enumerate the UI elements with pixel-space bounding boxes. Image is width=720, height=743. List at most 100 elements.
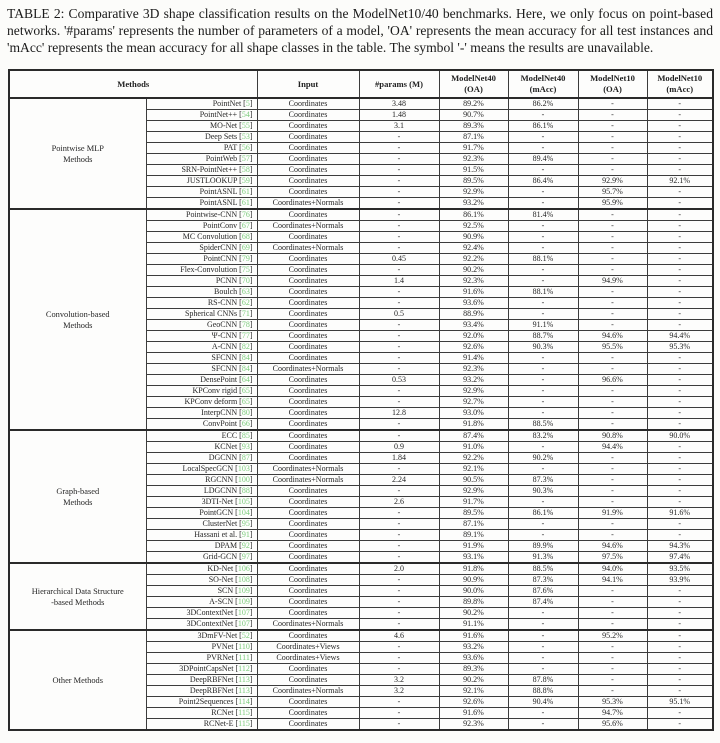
citation-ref[interactable]: 68 (241, 232, 250, 242)
method-name: Spherical CNNs [71] (145, 308, 258, 320)
citation-ref[interactable]: 109 (237, 586, 250, 596)
citation-ref[interactable]: 107 (237, 619, 250, 628)
citation-ref[interactable]: 61 (241, 187, 250, 197)
params-cell: - (358, 585, 440, 597)
citation-ref[interactable]: 5 (245, 99, 250, 108)
citation-ref[interactable]: 91 (241, 530, 250, 540)
citation-ref[interactable]: 114 (238, 697, 250, 707)
modelnet10-oa-cell: - (577, 352, 648, 364)
method-name: Boulch [63] (145, 286, 258, 298)
citation-ref[interactable]: 66 (241, 419, 250, 428)
citation-ref[interactable]: 77 (241, 331, 250, 341)
input-cell: Coordinates (256, 120, 360, 132)
input-cell: Coordinates (256, 529, 360, 541)
citation-ref[interactable]: 106 (237, 564, 250, 573)
params-cell: 0.53 (358, 374, 440, 386)
method-name: RGCNN [100] (145, 474, 258, 486)
modelnet10-macc-cell: - (646, 308, 714, 320)
table-row: JUSTLOOKUP [59] Coordinates -89.5% 86.4% 92.… (9, 175, 714, 187)
modelnet40-oa-cell: 90.2% (438, 607, 509, 619)
modelnet10-macc-cell: 92.1% (646, 175, 714, 187)
method-name: SRN-PointNet++ [58] (145, 164, 258, 176)
citation-ref[interactable]: 103 (237, 464, 250, 474)
citation-ref[interactable]: 97 (241, 552, 250, 561)
modelnet10-macc-cell: - (646, 319, 714, 331)
citation-ref[interactable]: 69 (241, 243, 250, 253)
modelnet10-macc-cell: - (646, 407, 714, 419)
params-cell: 1.4 (358, 275, 440, 287)
citation-ref[interactable]: 105 (237, 497, 250, 507)
modelnet40-oa-cell: 93.2% (438, 641, 509, 653)
citation-ref[interactable]: 52 (241, 631, 250, 640)
params-cell: - (358, 540, 440, 552)
modelnet10-macc-cell: - (646, 396, 714, 408)
modelnet10-oa-cell: - (577, 208, 648, 221)
citation-ref[interactable]: 112 (238, 664, 250, 674)
citation-ref[interactable]: 76 (241, 210, 250, 219)
citation-ref[interactable]: 61 (241, 198, 250, 207)
modelnet40-macc-cell: - (507, 242, 579, 254)
citation-ref[interactable]: 108 (237, 575, 250, 585)
citation-ref[interactable]: 84 (241, 364, 250, 374)
citation-ref[interactable]: 71 (241, 309, 250, 319)
modelnet40-oa-cell: 87.1% (438, 131, 509, 143)
modelnet40-oa-cell: 90.2% (438, 264, 509, 276)
params-cell: - (358, 319, 440, 331)
citation-ref[interactable]: 64 (241, 375, 250, 385)
modelnet10-oa-cell: 95.7% (577, 186, 648, 198)
method-name: 3DContextNet [107] (145, 607, 258, 619)
citation-ref[interactable]: 82 (241, 342, 250, 352)
citation-ref[interactable]: 84 (241, 353, 250, 363)
citation-ref[interactable]: 110 (238, 642, 250, 652)
citation-ref[interactable]: 115 (238, 719, 250, 728)
citation-ref[interactable]: 65 (241, 386, 250, 396)
modelnet10-oa-cell: - (577, 674, 648, 686)
citation-ref[interactable]: 115 (238, 708, 250, 718)
citation-ref[interactable]: 87 (241, 453, 250, 463)
citation-ref[interactable]: 57 (241, 154, 250, 164)
modelnet40-oa-cell: 90.7% (438, 109, 509, 121)
citation-ref[interactable]: 65 (241, 397, 250, 407)
method-name: PointNet [5] (145, 97, 258, 110)
input-cell: Coordinates (256, 286, 360, 298)
table-row: MC Convolution [68] Coordinates -90.9% - - - (9, 231, 714, 243)
citation-ref[interactable]: 54 (241, 110, 250, 120)
citation-ref[interactable]: 63 (241, 287, 250, 297)
method-name: Flex-Convolution [75] (145, 264, 258, 276)
citation-ref[interactable]: 93 (241, 442, 250, 452)
citation-ref[interactable]: 55 (241, 121, 250, 131)
citation-ref[interactable]: 100 (237, 475, 250, 485)
citation-ref[interactable]: 67 (241, 221, 250, 231)
citation-ref[interactable]: 56 (241, 143, 250, 153)
citation-ref[interactable]: 109 (237, 597, 250, 607)
method-group-label: Pointwise MLP Methods (8, 97, 147, 210)
modelnet40-oa-cell: 91.6% (438, 707, 509, 719)
citation-ref[interactable]: 92 (241, 541, 250, 551)
input-cell: Coordinates (256, 142, 360, 154)
modelnet40-macc-cell: - (507, 308, 579, 320)
citation-ref[interactable]: 113 (238, 686, 250, 696)
modelnet40-macc-cell: 83.2% (507, 429, 579, 442)
citation-ref[interactable]: 111 (238, 653, 250, 663)
citation-ref[interactable]: 95 (241, 519, 250, 529)
citation-ref[interactable]: 70 (241, 276, 250, 286)
input-cell: Coordinates (256, 485, 360, 497)
citation-ref[interactable]: 104 (237, 508, 250, 518)
citation-ref[interactable]: 80 (241, 408, 250, 418)
citation-ref[interactable]: 58 (241, 165, 250, 175)
citation-ref[interactable]: 75 (241, 265, 250, 275)
citation-ref[interactable]: 62 (241, 298, 250, 308)
citation-ref[interactable]: 59 (241, 176, 250, 186)
citation-ref[interactable]: 113 (238, 675, 250, 685)
citation-ref[interactable]: 107 (237, 608, 250, 618)
citation-ref[interactable]: 79 (241, 254, 250, 264)
modelnet10-macc-cell: - (646, 109, 714, 121)
params-cell: - (358, 175, 440, 187)
citation-ref[interactable]: 85 (241, 431, 250, 440)
input-cell: Coordinates (256, 153, 360, 165)
citation-ref[interactable]: 88 (241, 486, 250, 496)
modelnet40-oa-cell: 91.6% (438, 286, 509, 298)
modelnet10-oa-cell: - (577, 418, 648, 431)
citation-ref[interactable]: 53 (241, 132, 250, 142)
citation-ref[interactable]: 78 (241, 320, 250, 330)
